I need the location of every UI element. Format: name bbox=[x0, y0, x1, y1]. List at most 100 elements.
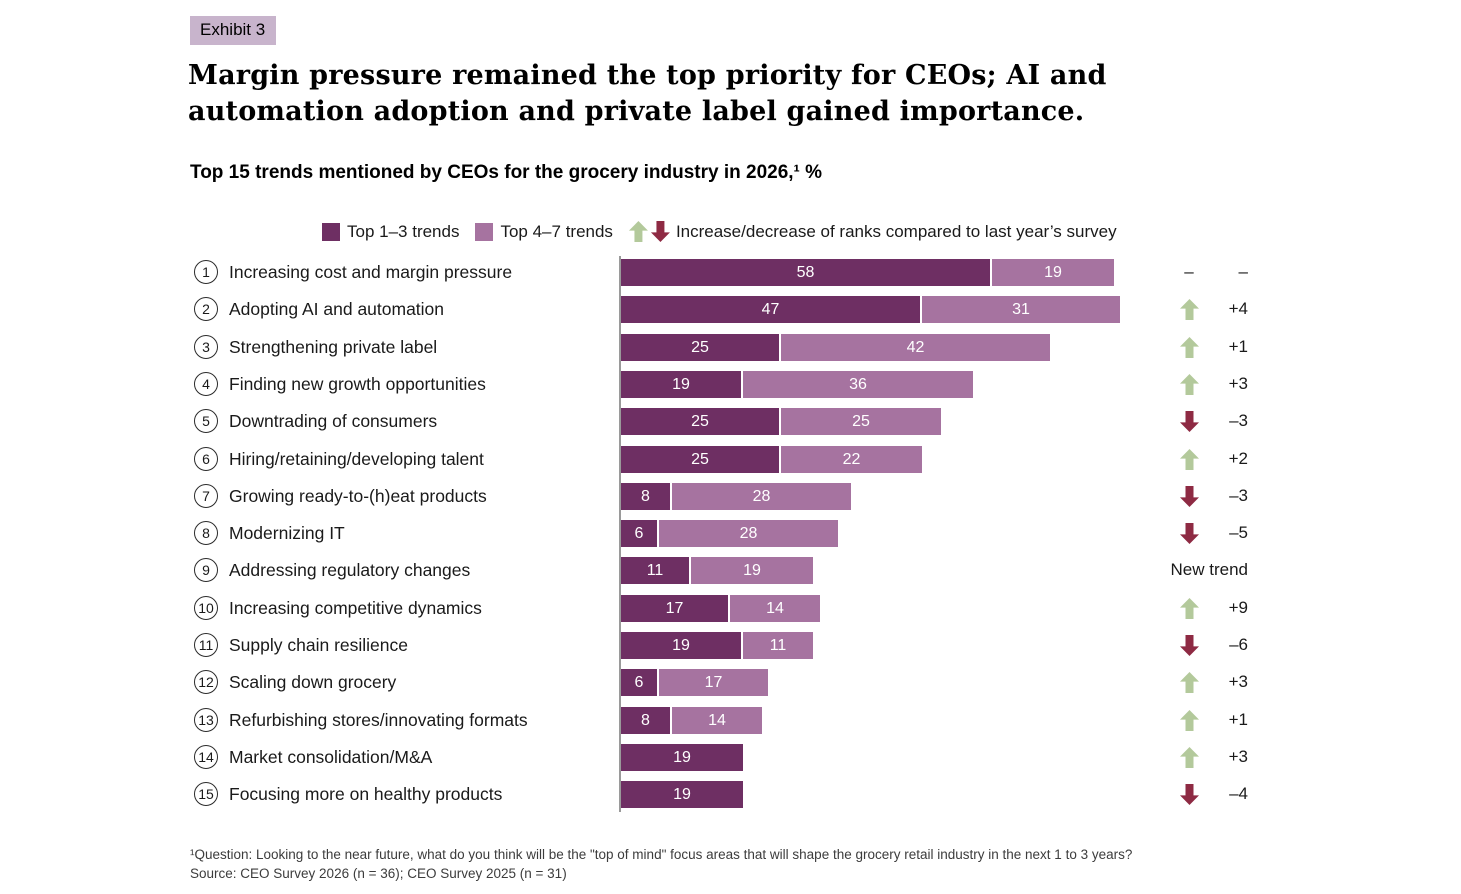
trend-row: 14 Market consolidation/M&A 19 +3 bbox=[190, 739, 1270, 776]
segment-value: 25 bbox=[691, 338, 709, 356]
trend-row: 9 Addressing regulatory changes 11 19 Ne… bbox=[190, 552, 1270, 589]
rank-change-value: +3 bbox=[1228, 374, 1248, 393]
trend-row: 10 Increasing competitive dynamics 17 14… bbox=[190, 590, 1270, 627]
bar-group: 25 22 bbox=[621, 446, 922, 473]
footnote: ¹Question: Looking to the near future, w… bbox=[190, 845, 1290, 883]
bar-segment-top13: 47 bbox=[621, 296, 922, 323]
bar-group: 25 42 bbox=[621, 334, 1050, 361]
trend-label: Increasing competitive dynamics bbox=[229, 598, 482, 618]
segment-value: 8 bbox=[641, 487, 650, 505]
legend-arrows-label: Increase/decrease of ranks compared to l… bbox=[675, 221, 1117, 241]
page-title: Margin pressure remained the top priorit… bbox=[188, 60, 1107, 127]
rank-change-value: –4 bbox=[1229, 784, 1248, 803]
rank-change-value: New trend bbox=[1170, 560, 1248, 579]
rank-badge: 12 bbox=[194, 670, 218, 694]
bar-group: 11 19 bbox=[621, 557, 813, 584]
bar-segment-top47: 28 bbox=[672, 483, 851, 510]
down-arrow-icon bbox=[650, 221, 670, 242]
trend-label: Focusing more on healthy products bbox=[229, 784, 503, 804]
rank-change-value: +3 bbox=[1228, 672, 1248, 691]
rank-change-arrow-icon bbox=[1180, 411, 1199, 432]
bar-group: 6 28 bbox=[621, 520, 838, 547]
trend-row: 11 Supply chain resilience 19 11 –6 bbox=[190, 627, 1270, 664]
rank-badge: 1 bbox=[194, 260, 218, 284]
bar-group: 17 14 bbox=[621, 595, 820, 622]
segment-value: 47 bbox=[761, 300, 780, 318]
bar-segment-top47: 22 bbox=[781, 446, 922, 473]
legend-top47-label: Top 4–7 trends bbox=[500, 221, 613, 241]
bar-group: 8 28 bbox=[621, 483, 851, 510]
trend-row: 7 Growing ready-to-(h)eat products 8 28 … bbox=[190, 478, 1270, 515]
segment-value: 19 bbox=[673, 748, 691, 766]
bar-segment-top13: 6 bbox=[621, 520, 659, 547]
rank-badge: 5 bbox=[194, 409, 218, 433]
segment-value: 11 bbox=[646, 561, 664, 579]
rank-badge: 4 bbox=[194, 372, 218, 396]
rank-change-value: – bbox=[1238, 262, 1248, 281]
rank-badge: 13 bbox=[194, 708, 218, 732]
bar-segment-top13: 8 bbox=[621, 707, 672, 734]
segment-value: 25 bbox=[852, 412, 870, 430]
segment-value: 25 bbox=[691, 450, 709, 468]
segment-value: 14 bbox=[708, 711, 726, 729]
segment-value: 19 bbox=[672, 636, 690, 654]
bar-segment-top47: 11 bbox=[743, 632, 813, 659]
bar-group: 8 14 bbox=[621, 707, 762, 734]
rank-change-value: +1 bbox=[1228, 337, 1248, 356]
bar-segment-top47: 14 bbox=[730, 595, 820, 622]
top47-swatch-icon bbox=[475, 222, 494, 241]
rank-badge: 6 bbox=[194, 447, 218, 471]
bar-segment-top13: 8 bbox=[621, 483, 672, 510]
top13-swatch-icon bbox=[322, 222, 340, 241]
trend-label: Addressing regulatory changes bbox=[229, 560, 471, 580]
segment-value: 19 bbox=[1044, 263, 1062, 281]
segment-value: 19 bbox=[672, 375, 690, 393]
segment-value: 28 bbox=[752, 487, 771, 505]
bar-segment-top13: 19 bbox=[621, 781, 743, 808]
segment-value: 17 bbox=[665, 599, 684, 617]
rank-badge: 14 bbox=[194, 745, 218, 769]
trend-label: Adopting AI and automation bbox=[229, 299, 445, 319]
bar-group: 25 25 bbox=[621, 408, 941, 435]
chart-legend: Top 1–3 trends Top 4–7 trends Increase/d… bbox=[322, 221, 1117, 242]
rank-change-arrow-icon bbox=[1180, 486, 1199, 507]
segment-value: 25 bbox=[691, 412, 709, 430]
no-change-dash: – bbox=[1184, 262, 1194, 281]
rank-change-value: +9 bbox=[1228, 598, 1248, 617]
bar-group: 19 11 bbox=[621, 632, 813, 659]
trend-label: Growing ready-to-(h)eat products bbox=[229, 486, 487, 506]
rank-change-value: –5 bbox=[1229, 523, 1248, 542]
rank-change-value: +2 bbox=[1228, 449, 1248, 468]
trend-row: 6 Hiring/retaining/developing talent 25 … bbox=[190, 441, 1270, 478]
trend-row: 13 Refurbishing stores/innovating format… bbox=[190, 702, 1270, 739]
segment-value: 6 bbox=[634, 524, 644, 542]
segment-value: 17 bbox=[704, 673, 723, 691]
segment-value: 14 bbox=[766, 599, 784, 617]
rank-change-arrow-icon bbox=[1180, 710, 1199, 731]
exhibit-badge: Exhibit 3 bbox=[190, 16, 277, 45]
rank-change-arrow-icon bbox=[1180, 598, 1199, 619]
bar-group: 19 bbox=[621, 781, 743, 808]
rank-change-arrow-icon bbox=[1180, 523, 1199, 544]
bar-segment-top47: 19 bbox=[992, 259, 1114, 286]
axis-line bbox=[619, 256, 621, 812]
bar-group: 19 bbox=[621, 744, 743, 771]
bar-segment-top47: 17 bbox=[659, 669, 768, 696]
trend-label: Downtrading of consumers bbox=[229, 411, 438, 431]
rank-badge: 10 bbox=[194, 596, 218, 620]
footnote-source: Source: CEO Survey 2026 (n = 36); CEO Su… bbox=[190, 866, 567, 881]
trend-label: Supply chain resilience bbox=[229, 635, 408, 655]
rank-change-value: –3 bbox=[1229, 411, 1248, 430]
rank-change-arrow-icon bbox=[1180, 635, 1199, 656]
bar-segment-top13: 6 bbox=[621, 669, 659, 696]
bar-segment-top13: 19 bbox=[621, 371, 743, 398]
bar-segment-top47: 19 bbox=[691, 557, 813, 584]
rank-change-arrow-icon bbox=[1180, 449, 1199, 470]
bar-segment-top47: 42 bbox=[781, 334, 1050, 361]
trend-label: Hiring/retaining/developing talent bbox=[229, 449, 484, 469]
trend-label: Scaling down grocery bbox=[229, 672, 397, 692]
trend-label: Strengthening private label bbox=[229, 337, 438, 357]
rank-change-arrow-icon bbox=[1180, 747, 1199, 768]
rank-change-arrow-icon bbox=[1180, 784, 1199, 805]
